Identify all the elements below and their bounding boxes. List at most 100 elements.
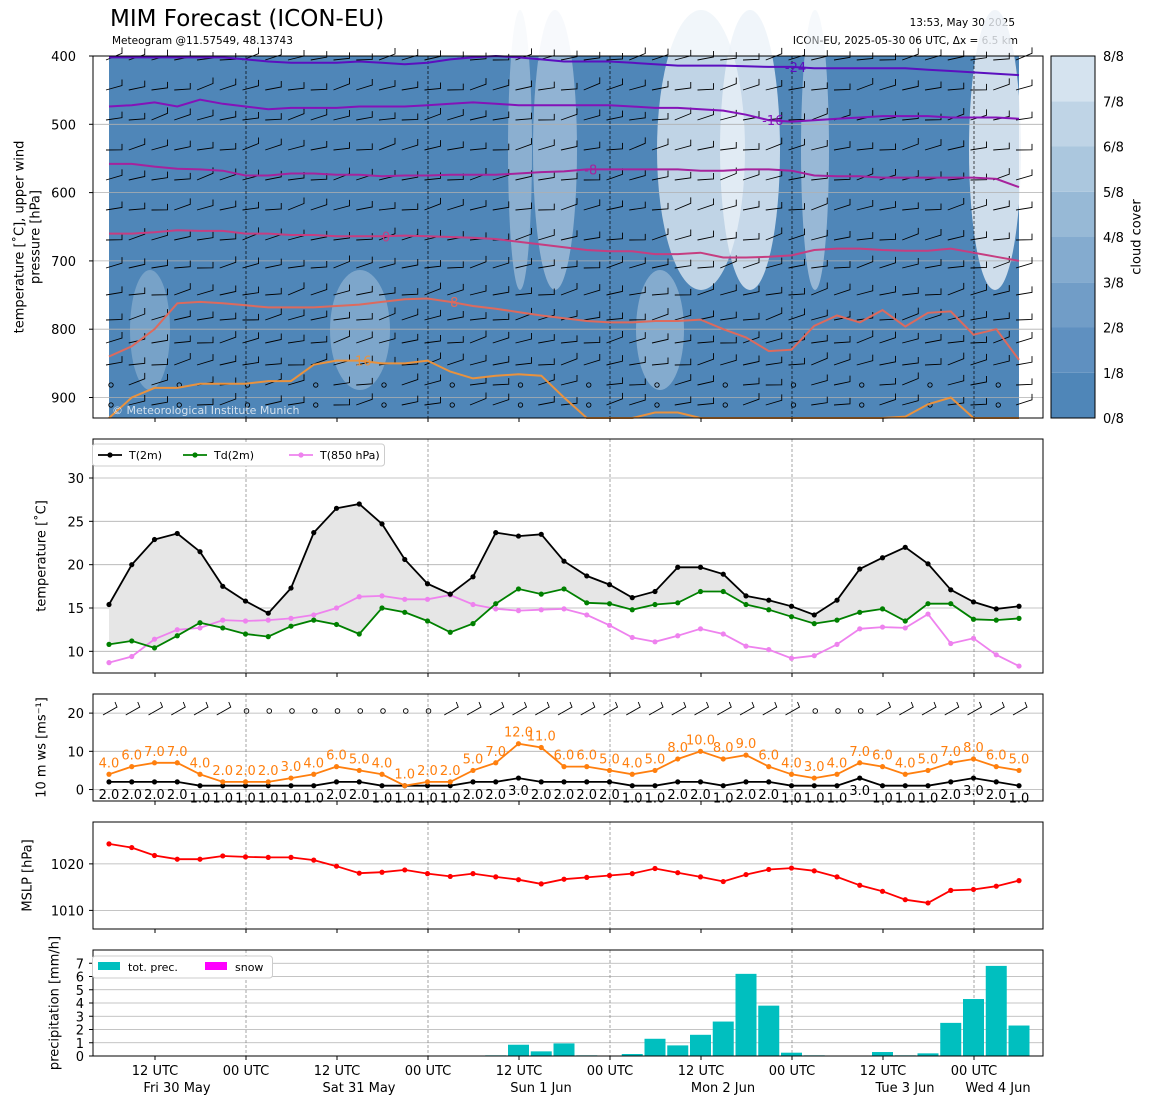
- wind-barb-icon: [697, 335, 714, 344]
- wind-barb-icon: [287, 309, 305, 321]
- wind-barb-icon: [765, 286, 783, 296]
- wind-barb-icon: [492, 378, 510, 386]
- wind-speed-data-label: 1.0: [1009, 792, 1030, 807]
- wind-barb-icon: [970, 199, 987, 211]
- t850-point: [970, 635, 977, 641]
- wind-barb-icon: [515, 138, 532, 151]
- time-tick-label: 00 UTC: [951, 1064, 997, 1079]
- wind-barb-icon: [333, 52, 350, 61]
- gust-data-label: 4.0: [99, 756, 120, 771]
- wind-barb-icon: [879, 201, 896, 211]
- gust-data-label: 9.0: [736, 737, 757, 752]
- wind-barb-icon: [833, 283, 851, 296]
- calm-wind-icon: [654, 382, 660, 388]
- wind-gust-point: [743, 752, 749, 758]
- wind-barb-icon: [970, 353, 987, 366]
- wind-barb-icon: [310, 51, 328, 61]
- t2m-point: [970, 599, 977, 605]
- t850-point: [697, 626, 704, 632]
- wind-speed-point: [470, 779, 476, 785]
- wind-barb-icon: [469, 377, 487, 386]
- cloud-plume: [130, 270, 170, 390]
- wind-barb-icon: [105, 356, 123, 366]
- wind-barb-icon: [720, 52, 737, 61]
- wind-barb-icon: [947, 310, 965, 321]
- t2m-point: [743, 593, 749, 599]
- wind-speed-data-label: 1.0: [872, 792, 893, 807]
- wind-barb-icon: [333, 199, 350, 211]
- temperature-ylabel: temperature [˚C]: [34, 500, 50, 612]
- wind-barb-icon: [492, 143, 510, 151]
- wind-barb-icon: [765, 202, 783, 211]
- wind-barb-icon: [356, 256, 373, 269]
- wind-barb-icon: [105, 79, 123, 91]
- wind-speed-point: [311, 783, 317, 789]
- t850-point: [242, 618, 249, 624]
- wind-barb-icon: [811, 140, 828, 151]
- wind-barb-icon: [606, 200, 623, 211]
- y-tick-label: 1020: [51, 858, 84, 873]
- calm-wind-icon: [722, 382, 728, 388]
- t850-point: [515, 608, 522, 614]
- wind-barb-icon: [606, 256, 623, 269]
- wind-speed-data-label: 2.0: [326, 788, 347, 803]
- wind-barb-icon: [492, 331, 510, 344]
- wind-gust-point: [606, 767, 613, 774]
- wind-barb-icon: [538, 113, 555, 121]
- wind-gust-point: [697, 748, 704, 754]
- isotherm-line: [108, 297, 1020, 361]
- wind-barb-icon: [833, 51, 851, 61]
- wind-barb-icon: [1015, 79, 1033, 91]
- mslp-point: [857, 882, 863, 888]
- wind-speed-point: [1016, 783, 1022, 789]
- t850-point: [379, 593, 385, 599]
- t2m-point: [857, 566, 863, 572]
- wind-gust-point: [538, 744, 544, 751]
- calm-wind-icon: [381, 402, 387, 408]
- precipitation-ylabel: precipitation [mm/h]: [48, 936, 63, 1070]
- wind-barb-icon: [378, 137, 396, 151]
- mslp-point: [743, 871, 749, 878]
- wind-barb-icon: [492, 313, 510, 321]
- wind-barb-icon: [811, 107, 828, 121]
- wind-barb-icon: [924, 113, 942, 121]
- wind-barb-icon: [310, 310, 328, 321]
- wind-barb-icon: [1015, 169, 1033, 181]
- wind-barb-icon: [515, 357, 532, 366]
- wind-barb-icon: [219, 78, 237, 91]
- td2m-point: [970, 616, 977, 622]
- wind-barb-icon: [629, 332, 646, 344]
- wind-barb-icon: [196, 141, 214, 151]
- wind-barb-icon: [1015, 393, 1033, 406]
- mslp-point: [356, 870, 362, 876]
- pressure-ylabel: MSLP [hPa]: [21, 839, 36, 911]
- wind-barb-icon: [697, 83, 714, 91]
- wind-barb-icon: [560, 82, 578, 91]
- wind-barb-icon: [538, 334, 555, 344]
- wind-barb-icon: [538, 203, 555, 211]
- wind-barb-icon: [742, 256, 760, 269]
- pressure-tick-label: 700: [51, 255, 76, 270]
- wind-barb-icon: [151, 203, 168, 211]
- td2m-point: [493, 601, 499, 607]
- wind-barb-icon: [424, 82, 441, 91]
- wind-barb-icon: [378, 80, 396, 91]
- wind-barb-icon: [378, 307, 396, 321]
- wind-barb-icon: [125, 701, 141, 716]
- mslp-point: [584, 874, 590, 880]
- wind-barb-icon: [629, 257, 646, 269]
- wind-barb-icon: [902, 138, 919, 151]
- wind-barb-icon: [902, 357, 919, 366]
- wind-barb-icon: [765, 394, 783, 406]
- wind-barb-icon: [879, 233, 896, 241]
- wind-barb-icon: [424, 140, 441, 151]
- wind-barb-icon: [606, 355, 623, 366]
- t850-point: [470, 601, 476, 608]
- wind-barb-icon: [219, 285, 237, 296]
- wind-barb-icon: [356, 331, 373, 344]
- wind-barb-icon: [765, 332, 783, 344]
- wind-barb-icon: [128, 287, 146, 296]
- legend-label: T(850 hPa): [319, 449, 380, 462]
- wind-gust-point: [356, 767, 362, 774]
- wind-speed-data-label: 1.0: [645, 792, 666, 807]
